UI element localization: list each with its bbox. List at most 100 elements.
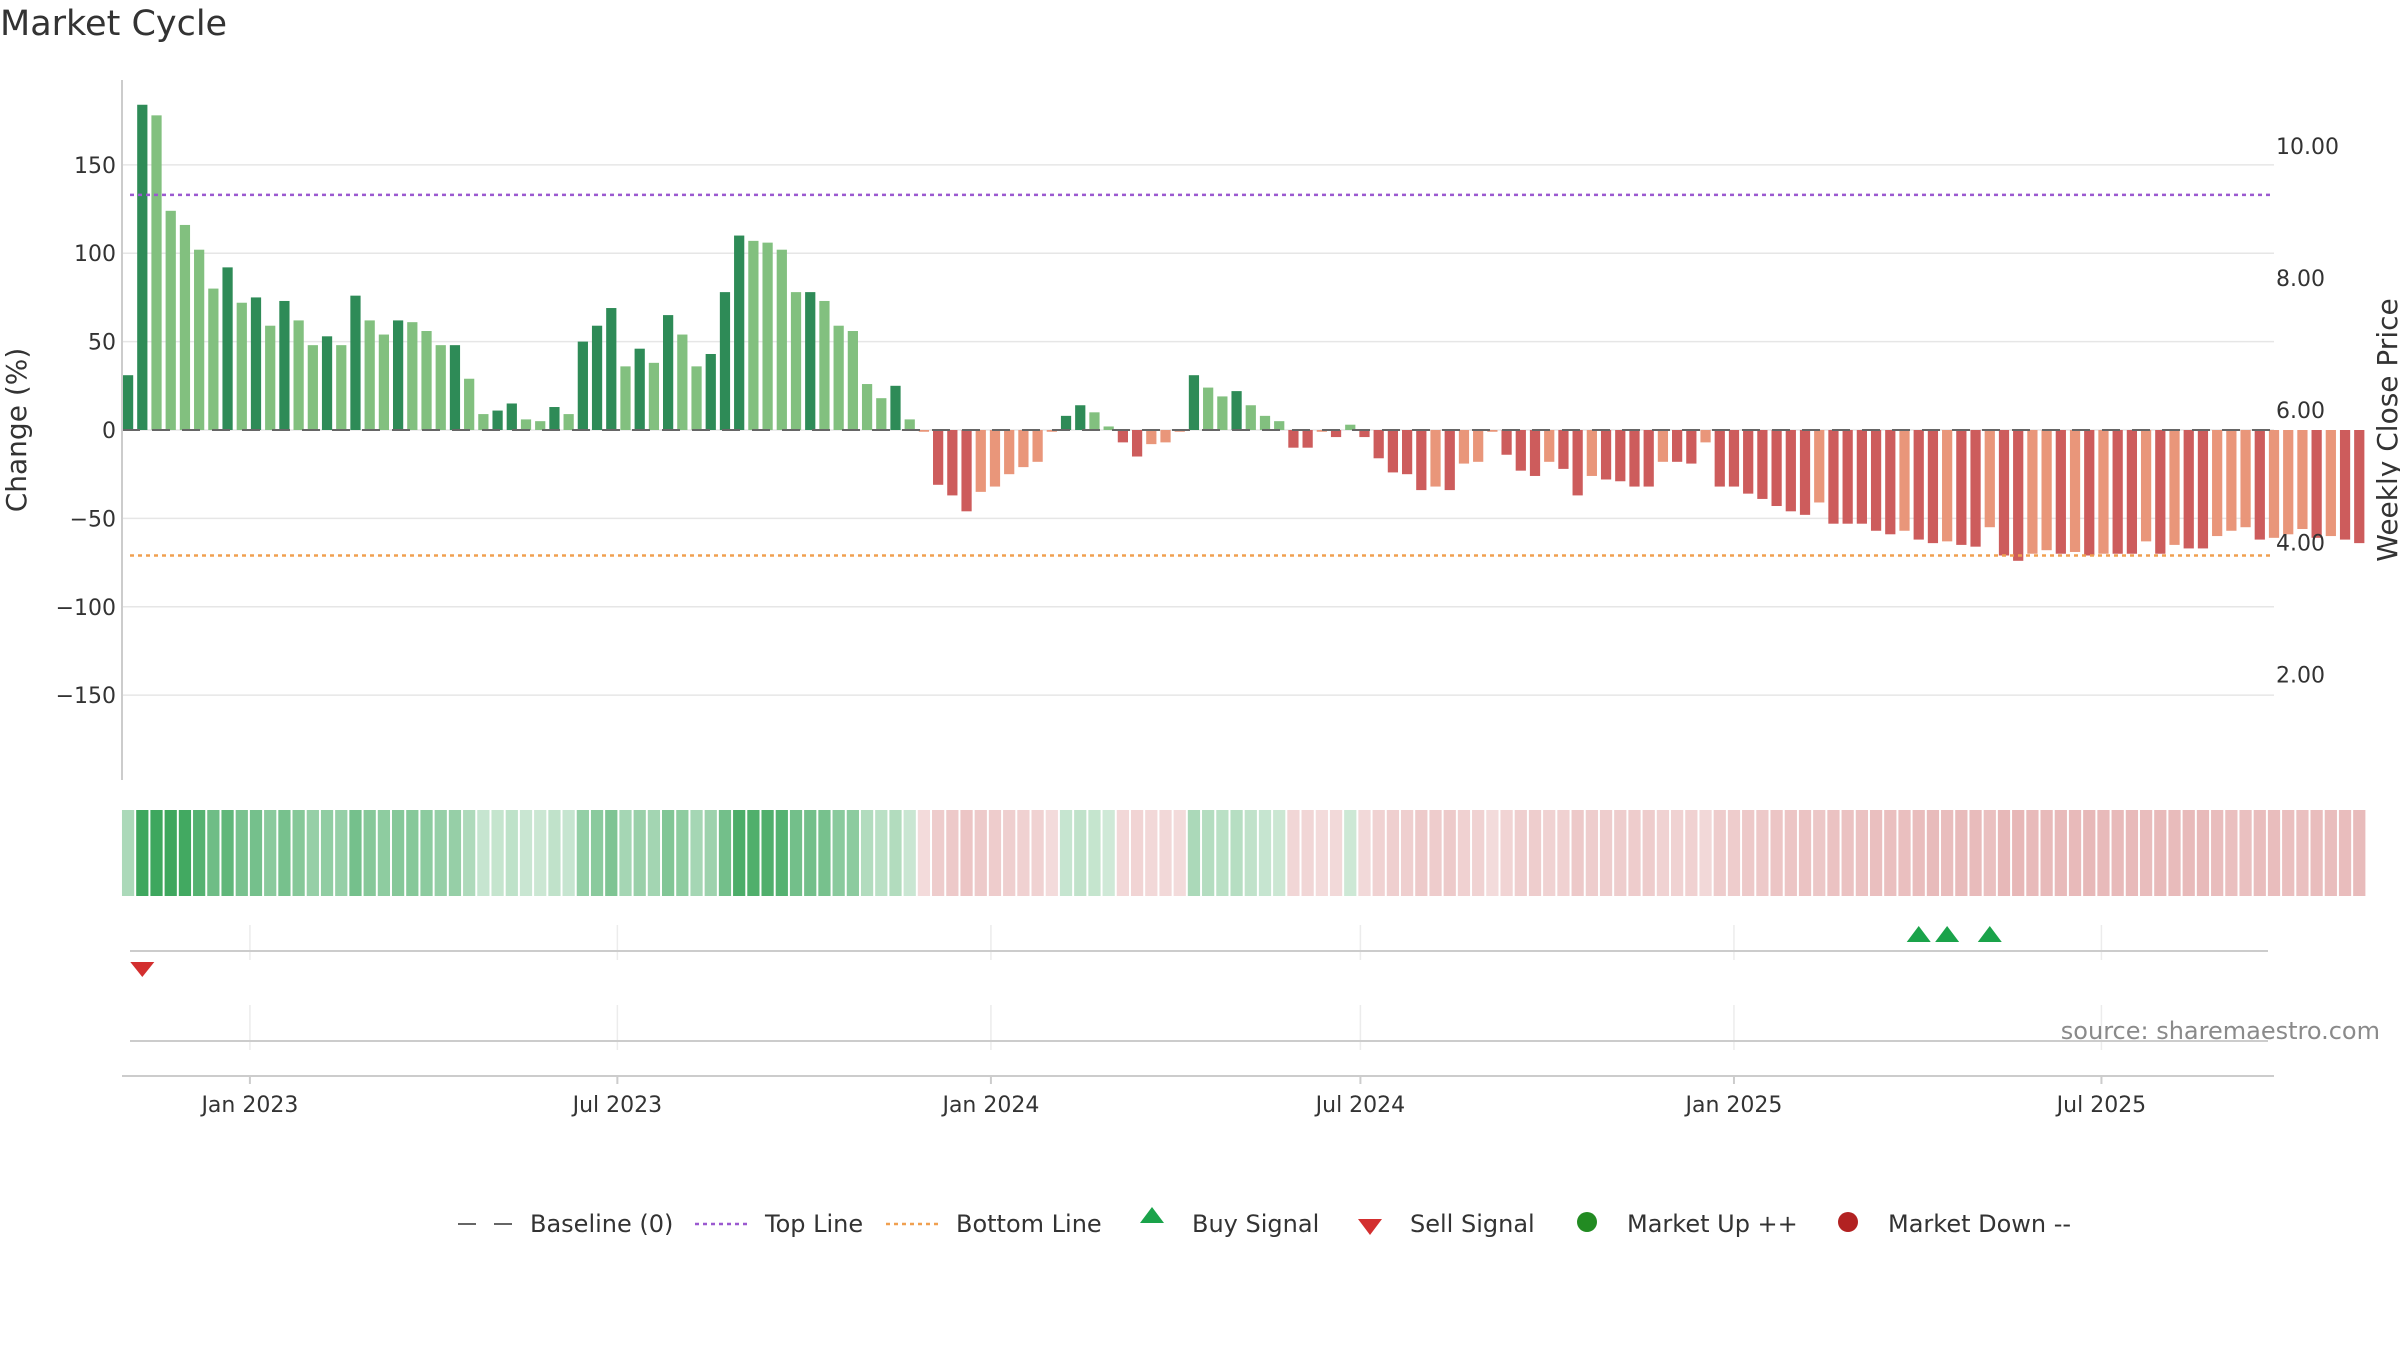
- change-bar: [222, 267, 233, 430]
- change-bar: [1657, 430, 1669, 462]
- heat-cell: [704, 810, 717, 896]
- heat-cell: [804, 810, 817, 896]
- heat-cell: [761, 810, 774, 896]
- change-bar: [1757, 430, 1768, 499]
- change-bar: [1430, 430, 1441, 487]
- heat-cell: [264, 810, 277, 896]
- y-tick-label-right: 6.00: [2276, 399, 2325, 424]
- heat-cell: [2083, 810, 2096, 896]
- heat-cell: [1287, 810, 1300, 896]
- heat-cell: [1372, 810, 1385, 896]
- change-bar: [989, 430, 1001, 487]
- heat-cell: [1685, 810, 1698, 896]
- legend-label: Bottom Line: [956, 1210, 1102, 1238]
- change-bar: [421, 331, 432, 430]
- change-bar: [392, 320, 404, 430]
- heat-cell: [1500, 810, 1513, 896]
- heat-cell: [221, 810, 234, 896]
- heat-cell: [1273, 810, 1286, 896]
- change-bar: [1259, 415, 1271, 430]
- change-bar: [1544, 430, 1555, 462]
- change-bar: [520, 419, 532, 430]
- heat-cell: [434, 810, 447, 896]
- heat-cell: [534, 810, 547, 896]
- heat-cell: [1159, 810, 1172, 896]
- change-bar: [1416, 430, 1427, 491]
- change-bar: [1799, 430, 1811, 515]
- heat-cell: [420, 810, 433, 896]
- change-bar: [1203, 387, 1214, 430]
- heat-cell: [2196, 810, 2210, 896]
- change-bar: [634, 348, 645, 430]
- heat-cell: [1102, 810, 1115, 896]
- change-bar: [1288, 430, 1299, 448]
- heat-cell: [136, 810, 149, 896]
- heat-cell: [1784, 810, 1797, 896]
- change-bar: [1814, 430, 1825, 503]
- heat-cell: [178, 810, 192, 896]
- change-bar: [620, 366, 631, 430]
- heat-cell: [1344, 810, 1357, 896]
- change-bar: [535, 421, 546, 430]
- change-bar: [549, 407, 560, 430]
- heat-cell: [747, 810, 760, 896]
- sell-signal-marker: [130, 962, 155, 977]
- change-bar: [577, 341, 588, 430]
- change-bar: [293, 320, 304, 430]
- heat-cell: [1130, 810, 1144, 896]
- change-bar: [2112, 430, 2123, 554]
- change-bar: [2240, 430, 2251, 528]
- change-bar: [805, 292, 816, 430]
- change-bar: [179, 224, 191, 430]
- change-bar: [1103, 426, 1114, 430]
- heat-cell: [1315, 810, 1328, 896]
- change-bar: [364, 320, 375, 430]
- change-bar: [2283, 430, 2294, 535]
- cycle-heat-strip: [121, 810, 2366, 896]
- buy-signal-marker: [1935, 926, 1960, 942]
- change-bar: [1330, 430, 1342, 438]
- change-bar: [1032, 430, 1043, 462]
- change-bar: [1444, 430, 1455, 491]
- change-bar: [1586, 430, 1597, 476]
- change-bar: [1572, 430, 1583, 496]
- x-tick-label: Jan 2025: [1684, 1093, 1783, 1118]
- heat-cell: [2211, 810, 2224, 896]
- y-tick-label-right: 8.00: [2276, 267, 2325, 292]
- heat-cell: [1571, 810, 1584, 896]
- change-bar: [1942, 430, 1953, 542]
- axes: 150 100 50 0 −50 −100 −150 10.00 8.00 6.00 4.00 2.0…: [56, 80, 2339, 1118]
- heat-cell: [2111, 810, 2124, 896]
- change-bar: [1316, 430, 1327, 432]
- heat-cell: [2338, 810, 2352, 896]
- heat-cell: [2139, 810, 2153, 896]
- heat-cell: [1898, 810, 1911, 896]
- change-bar: [2297, 430, 2308, 529]
- heat-cell: [1699, 810, 1712, 896]
- heat-cell: [1116, 810, 1129, 896]
- heat-cell: [875, 810, 888, 896]
- change-bar: [1117, 430, 1128, 443]
- heat-cell: [1031, 810, 1044, 896]
- change-bar: [1004, 430, 1015, 475]
- y-tick-label-left: −50: [70, 507, 116, 532]
- change-bar: [137, 104, 148, 431]
- change-bar: [591, 325, 603, 430]
- change-bar: [1217, 396, 1228, 430]
- heat-cell: [676, 810, 689, 896]
- heat-cell: [1145, 810, 1158, 896]
- heat-cell: [1329, 810, 1343, 896]
- grid-lines: [122, 164, 2274, 1050]
- x-tick-label: Jul 2025: [2055, 1093, 2147, 1118]
- change-bar: [1899, 430, 1910, 531]
- heat-cell: [2168, 810, 2181, 896]
- heat-cell: [1443, 810, 1456, 896]
- heat-cell: [249, 810, 263, 896]
- change-bar: [1373, 430, 1384, 459]
- heat-cell: [1088, 810, 1101, 896]
- change-bar: [1245, 405, 1256, 430]
- change-bar: [1458, 430, 1470, 464]
- heat-cell: [789, 810, 803, 896]
- legend-buy-triangle-icon: [1140, 1207, 1164, 1223]
